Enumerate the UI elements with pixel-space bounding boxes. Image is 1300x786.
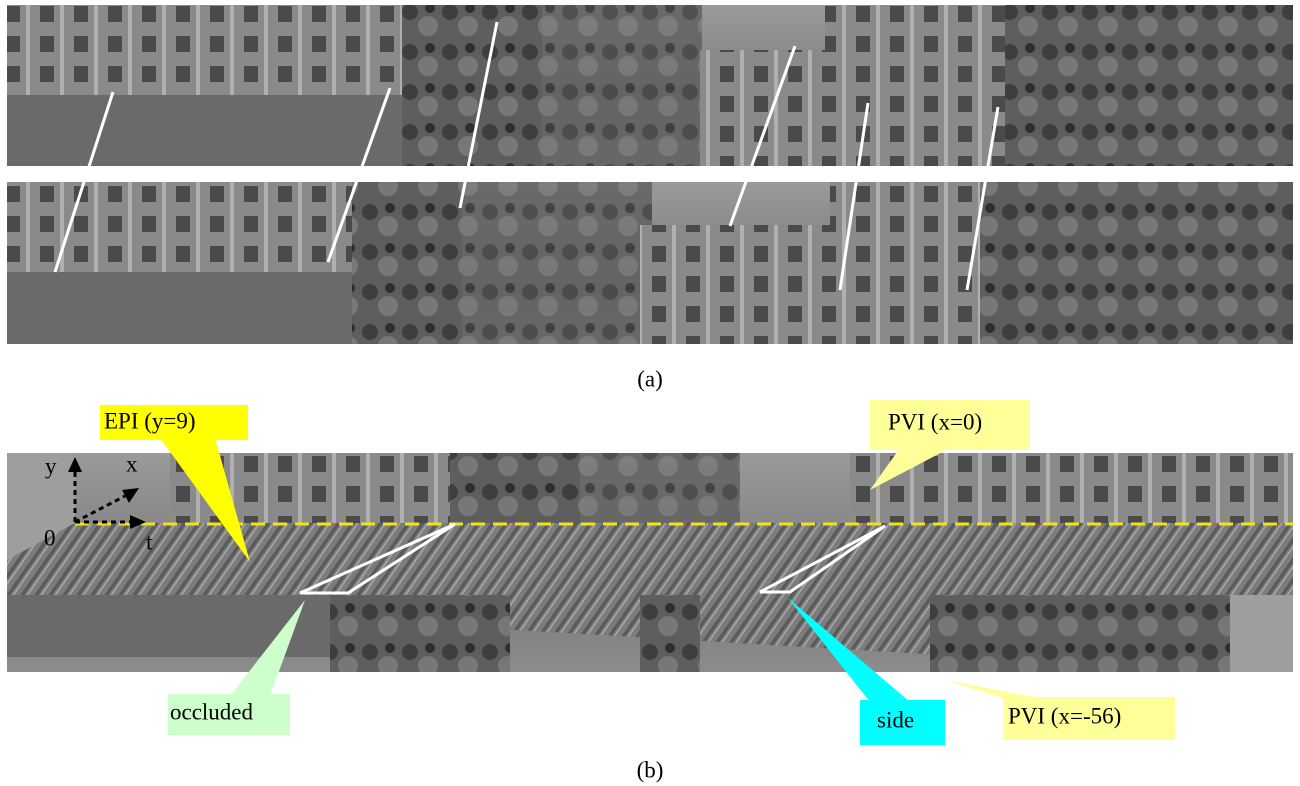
callout-pvi-56: PVI (x=-56) [945,680,1175,740]
callout-label: PVI (x=-56) [1008,703,1121,728]
caption-b: (b) [637,757,664,782]
axis-origin: 0 [44,525,56,550]
axis-label-t: t [146,529,153,554]
callout-label: side [877,707,914,732]
callout-label: PVI (x=0) [888,409,982,434]
figure: (a) y x 0 t EPI (y=9) [0,0,1300,786]
caption-a: (a) [637,366,663,391]
axis-label-x: x [126,451,138,476]
image-strip-bottom [7,182,1293,344]
callout-label: EPI (y=9) [104,408,196,433]
image-strip-top [7,5,1293,166]
axis-label-y: y [45,453,57,478]
callout-label: occluded [170,699,254,724]
